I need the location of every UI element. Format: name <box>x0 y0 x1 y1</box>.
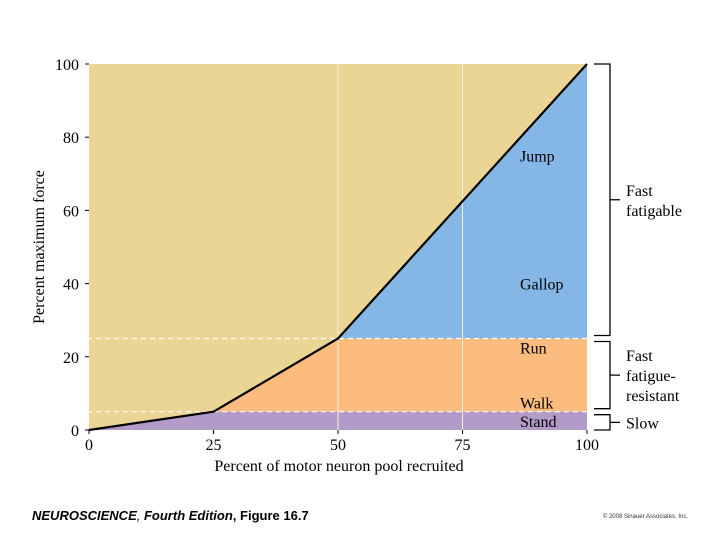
activity-label-walk: Walk <box>520 396 553 413</box>
plot-area <box>87 63 591 432</box>
fiber-type-label-1-0: Fast <box>626 348 653 365</box>
y-tick-label-40: 40 <box>63 277 79 294</box>
y-tick-label-80: 80 <box>63 130 79 147</box>
x-axis-label: Percent of motor neuron pool recruited <box>214 458 463 475</box>
bracket-0 <box>594 414 620 431</box>
bracket-2 <box>594 63 620 337</box>
activity-label-jump: Jump <box>520 149 555 166</box>
y-tick-label-100: 100 <box>55 57 79 74</box>
fiber-type-label-1-1: fatigue- <box>626 368 676 385</box>
copyright-notice: © 2008 Sinauer Associates, Inc. <box>602 514 688 520</box>
y-tick-label-0: 0 <box>71 423 79 440</box>
fiber-type-brackets: Slow Fast fatigue-resistant Fast fatigable <box>594 63 682 432</box>
figure-caption: NEUROSCIENCE, Fourth Edition, Figure 16.… <box>32 508 309 523</box>
fiber-type-label-0-0: Slow <box>626 415 659 432</box>
activity-label-gallop: Gallop <box>520 277 564 294</box>
fiber-type-label-2-0: Fast <box>626 183 653 200</box>
fiber-type-label-2-1: fatigable <box>626 203 682 220</box>
x-tick-label-75: 75 <box>455 437 471 454</box>
axes: 0 20 40 60 80 100 0 25 50 75 100 <box>55 57 599 454</box>
x-tick-label-25: 25 <box>206 437 222 454</box>
fiber-band-1 <box>213 338 587 412</box>
activity-label-stand: Stand <box>520 414 556 431</box>
book-title: NEUROSCIENCE <box>32 508 137 523</box>
x-tick-label-50: 50 <box>330 437 346 454</box>
x-tick-label-0: 0 <box>85 437 93 454</box>
book-edition: Fourth Edition <box>143 508 233 523</box>
fiber-type-label-1-2: resistant <box>626 388 680 405</box>
bracket-1 <box>594 340 620 410</box>
y-tick-label-60: 60 <box>63 203 79 220</box>
activity-label-run: Run <box>520 341 547 358</box>
x-tick-label-100: 100 <box>575 437 599 454</box>
y-tick-label-20: 20 <box>63 350 79 367</box>
y-axis-label: Percent maximum force <box>31 170 48 324</box>
figure-number: Figure 16.7 <box>240 508 309 523</box>
force-curve <box>88 63 588 432</box>
